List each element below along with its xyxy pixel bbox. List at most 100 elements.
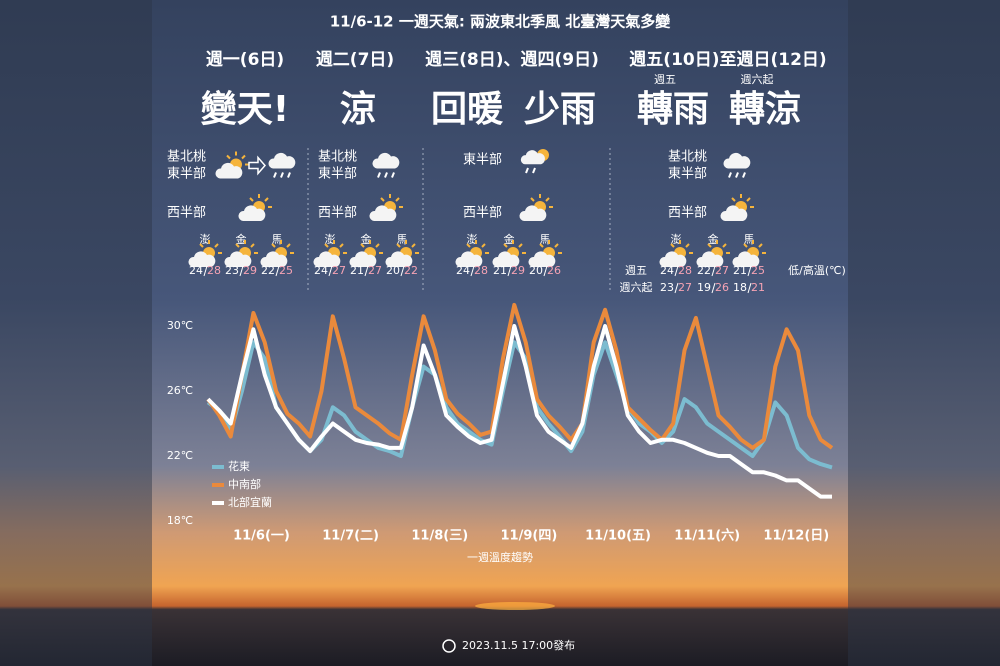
section-header: 週一(6日) [206, 50, 284, 70]
region-label: 西半部 [167, 206, 206, 221]
legend-label: 中南部 [228, 477, 261, 491]
temp-high: 26 [715, 281, 729, 294]
legend-swatch [212, 465, 224, 469]
temp-low: 23 [660, 281, 674, 294]
temp-low: 24 [314, 264, 328, 277]
temp-low: 20 [386, 264, 400, 277]
temp-low: 18 [733, 281, 747, 294]
temp-slash [328, 265, 333, 277]
x-tick-label: 11/8(三) [411, 529, 468, 544]
temp-high: 28 [474, 264, 488, 277]
temp-slash [674, 282, 679, 294]
temp-high: 28 [207, 264, 221, 277]
y-tick-label: 18℃ [167, 514, 193, 527]
region-label: 西半部 [668, 206, 707, 221]
island-name: 澎 [671, 233, 682, 246]
temp-low: 24 [189, 264, 203, 277]
temp-slash [239, 265, 244, 277]
island-name: 馬 [272, 233, 283, 246]
island-name: 澎 [200, 233, 211, 246]
temp-slash [711, 265, 716, 277]
temp-high: 22 [404, 264, 418, 277]
temp-low: 22 [261, 264, 275, 277]
x-tick-label: 11/10(五) [585, 529, 651, 544]
island-name: 馬 [744, 233, 755, 246]
temp-low: 19 [697, 281, 711, 294]
series-line [206, 302, 834, 450]
temp-slash [203, 265, 208, 277]
temp-slash [543, 265, 548, 277]
temp-low: 23 [225, 264, 239, 277]
x-tick-label: 11/11(六) [674, 528, 740, 544]
temp-slash [275, 265, 280, 277]
legend-swatch [212, 483, 224, 487]
panel [152, 0, 848, 666]
island-name: 馬 [540, 233, 551, 246]
headline-note: 週五 [654, 73, 676, 86]
region-label: 西半部 [463, 206, 502, 221]
temp-low: 21 [733, 264, 747, 277]
temp-slash [747, 282, 752, 294]
temp-high: 28 [678, 264, 692, 277]
x-tick-label: 11/12(日) [763, 529, 829, 544]
temp-low: 24 [456, 264, 470, 277]
y-tick-label: 30℃ [167, 319, 193, 332]
island-name: 金 [708, 232, 719, 246]
island-name: 澎 [467, 233, 478, 246]
series-line [206, 324, 832, 499]
section-header: 週五(10日)至週日(12日) [629, 50, 826, 70]
title: 11/6-12 一週天氣: 兩波東北季風 北臺灣天氣多變 [330, 13, 672, 31]
cwa-logo [442, 639, 456, 653]
temp-high: 29 [243, 264, 257, 277]
temp-high: 27 [715, 264, 729, 277]
temp-slash [747, 265, 752, 277]
temp-high: 21 [751, 281, 765, 294]
island-name: 金 [504, 232, 515, 246]
row-label: 週六起 [620, 281, 653, 294]
section-header: 週三(8日)、週四(9日) [425, 50, 599, 70]
sun-glow [475, 602, 555, 610]
temp-high: 27 [678, 281, 692, 294]
x-tick-label: 11/7(二) [322, 529, 379, 544]
temp-high: 25 [279, 264, 293, 277]
x-axis-label: 一週溫度趨勢 [467, 550, 533, 564]
temp-low: 21 [350, 264, 364, 277]
headline: 回暖 [431, 89, 504, 130]
headline: 涼 [340, 89, 376, 130]
region-label: 東半部 [167, 166, 206, 182]
region-label: 基北桃 [318, 150, 357, 165]
headline: 轉涼 [729, 89, 801, 130]
x-tick-label: 11/6(一) [233, 529, 290, 544]
temp-slash [674, 265, 679, 277]
legend-label: 花東 [228, 460, 250, 473]
region-label: 東半部 [463, 152, 502, 168]
region-label: 西半部 [318, 206, 357, 221]
region-label: 東半部 [668, 166, 707, 182]
temp-high: 27 [368, 264, 382, 277]
island-name: 澎 [325, 233, 336, 246]
temp-high: 27 [332, 264, 346, 277]
region-label: 基北桃 [167, 150, 206, 165]
legend-label: 北部宜蘭 [228, 495, 272, 509]
headline: 變天! [201, 89, 289, 130]
region-label: 東半部 [318, 166, 357, 182]
temp-low: 21 [493, 264, 507, 277]
x-tick-label: 11/9(四) [501, 529, 558, 544]
legend-swatch [212, 501, 224, 505]
island-name: 金 [236, 232, 247, 246]
temp-slash [364, 265, 369, 277]
footer: 2023.11.5 17:00發布 [462, 638, 575, 652]
headline-note: 週六起 [741, 73, 774, 86]
island-name: 馬 [397, 233, 408, 246]
y-tick-label: 26℃ [167, 384, 193, 397]
temp-slash [470, 265, 475, 277]
temp-high: 25 [751, 264, 765, 277]
temp-slash [507, 265, 512, 277]
temp-high: 29 [511, 264, 525, 277]
headline: 少雨 [524, 89, 596, 130]
row-label: 週五 [625, 264, 647, 277]
temp-high: 26 [547, 264, 561, 277]
temp-low: 20 [529, 264, 543, 277]
